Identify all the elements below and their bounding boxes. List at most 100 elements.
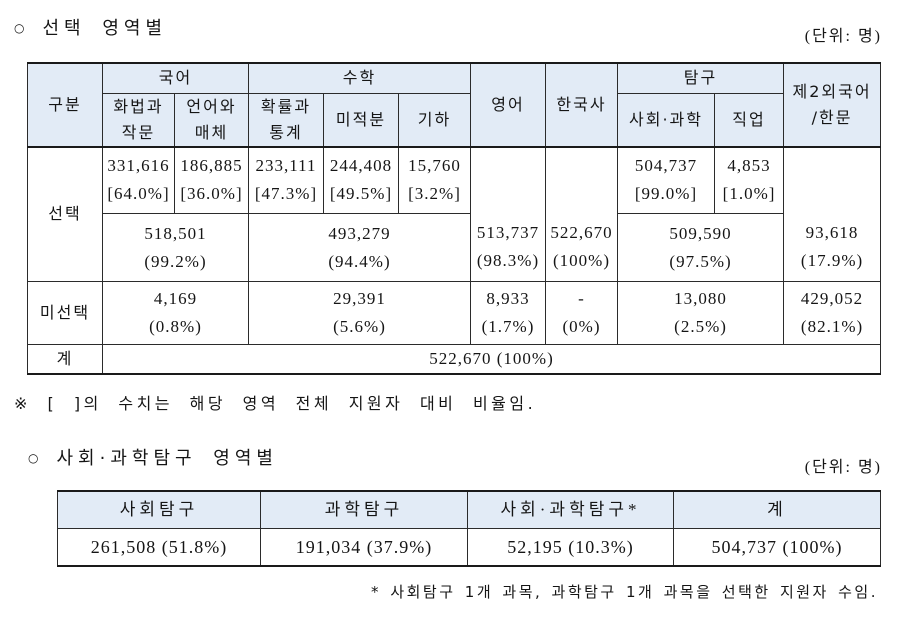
header-speech-and-writing: 화법과 작문	[102, 92, 175, 147]
section-2-heading: ○ 사회·과학탐구 영역별	[28, 446, 278, 471]
selected-second-foreign-language-ratio: (17.9%)	[800, 251, 864, 270]
header-probability-and-statistics: 확률과 통계	[248, 92, 325, 147]
not-selected-english-cell: 8,933 (1.7%)	[470, 281, 547, 345]
not-selected-korean-cell: 4,169 (0.8%)	[101, 281, 250, 345]
selected-korean-ratio: (99.2%)	[144, 251, 207, 271]
not-selected-inquiry-ratio: (2.5%)	[674, 317, 727, 336]
selected-english-ratio: (98.3%)	[476, 251, 540, 270]
row-label-selected: 선택	[27, 145, 103, 282]
selected-speech-and-writing-cell: 331,616 [64.0%]	[102, 145, 175, 214]
selected-math-ratio: (94.4%)	[328, 251, 391, 271]
header-korean: 국어	[101, 62, 250, 94]
not-selected-math-cell: 29,391 (5.6%)	[248, 281, 472, 345]
header-social-inquiry: 사회탐구	[57, 490, 261, 529]
not-selected-second-foreign-language-count: 429,052	[800, 289, 864, 308]
header-probability-and-statistics-line-2: 통계	[269, 122, 303, 142]
section-1-bullet: ○	[14, 21, 25, 35]
selected-second-foreign-language-cell: 93,618 (17.9%)	[783, 145, 882, 282]
section-1-footnote: ※ [ ]의 수치는 해당 영역 전체 지원자 대비 비율임.	[14, 394, 537, 413]
selected-geometry-cell: 15,760 [3.2%]	[398, 145, 472, 214]
inquiry-value-row: 261,508 (51.8%) 191,034 (37.9%) 52,195 (…	[57, 527, 881, 567]
selected-vocational-cell: 4,853 [1.0%]	[714, 145, 785, 214]
selected-vocational-ratio: [1.0%]	[722, 184, 776, 204]
header-second-foreign-language: 제2외국어 /한문	[783, 62, 882, 147]
selected-vocational-count: 4,853	[727, 156, 771, 176]
section-1-unit-label: (단위: 명)	[804, 28, 882, 45]
header-second-foreign-language-line-2: /한문	[811, 107, 853, 127]
not-selected-korean-history-ratio: (0%)	[562, 317, 601, 336]
selected-inquiry-cell: 509,590 (97.5%)	[617, 213, 785, 282]
row-label-not-selected: 미선택	[27, 281, 103, 345]
section-2-bullet: ○	[28, 451, 39, 465]
selected-math-count: 493,279	[328, 223, 391, 243]
header-english: 영어	[470, 62, 547, 147]
selected-second-foreign-language-count: 93,618	[805, 223, 859, 242]
selected-geometry-count: 15,760	[408, 156, 461, 176]
not-selected-math-ratio: (5.6%)	[333, 317, 386, 336]
selected-social-science-ratio: [99.0%]	[634, 184, 698, 204]
header-speech-and-writing-line-1: 화법과	[113, 96, 164, 116]
header-row-2: 화법과 작문 언어와 매체 확률과 통계 미적분 기하 사회·과학 직업	[28, 92, 881, 147]
section-1-heading: ○ 선택 영역별	[14, 16, 167, 41]
selected-speech-and-writing-ratio: [64.0%]	[107, 184, 170, 204]
header-language-and-media-line-2: 매체	[194, 122, 229, 142]
header-geometry: 기하	[398, 92, 472, 147]
not-selected-inquiry-cell: 13,080 (2.5%)	[617, 281, 785, 345]
selected-calculus-ratio: [49.5%]	[329, 184, 393, 204]
not-selected-inquiry-count: 13,080	[674, 289, 727, 308]
header-row-1: 구분 국어 수학 영어 한국사 탐구 제2외국어 /한문	[27, 62, 882, 147]
social-and-science-inquiry-value: 52,195 (10.3%)	[467, 527, 674, 567]
selected-korean-history-cell: 522,670 (100%)	[545, 145, 619, 282]
not-selected-english-ratio: (1.7%)	[481, 317, 535, 336]
header-math: 수학	[248, 62, 472, 94]
selected-subject-row: 선택 331,616 [64.0%] 186,885 [36.0%] 233,1…	[27, 145, 882, 282]
selection-by-area-table: 구분 국어 수학 영어 한국사 탐구 제2외국어 /한문 화법과 작문 언어와 …	[27, 62, 882, 375]
selected-calculus-count: 244,408	[329, 156, 393, 176]
selected-korean-count: 518,501	[144, 223, 207, 243]
selected-calculus-cell: 244,408 [49.5%]	[323, 145, 400, 214]
selected-language-and-media-count: 186,885	[180, 156, 243, 176]
inquiry-total-value: 504,737 (100%)	[673, 527, 881, 567]
selected-language-and-media-ratio: [36.0%]	[180, 184, 243, 204]
section-1-title: 선택 영역별	[42, 18, 168, 39]
selected-geometry-ratio: [3.2%]	[408, 184, 461, 204]
selected-korean-history-ratio: (100%)	[553, 251, 610, 270]
row-label-total: 계	[27, 344, 103, 375]
header-second-foreign-language-line-1: 제2외국어	[792, 81, 872, 101]
not-selected-korean-history-cell: - (0%)	[545, 281, 619, 345]
not-selected-korean-history-count: -	[578, 289, 585, 308]
header-language-and-media: 언어와 매체	[173, 92, 250, 147]
header-speech-and-writing-line-2: 작문	[121, 122, 156, 142]
selected-probability-and-statistics-ratio: [47.3%]	[254, 184, 318, 204]
header-science-inquiry: 과학탐구	[260, 490, 468, 529]
selected-social-science-count: 504,737	[634, 156, 698, 176]
not-selected-second-foreign-language-cell: 429,052 (82.1%)	[783, 281, 882, 345]
selected-probability-and-statistics-cell: 233,111 [47.3%]	[248, 145, 325, 214]
section-2-unit-label: (단위: 명)	[804, 459, 882, 476]
section-2-footnote: * 사회탐구 1개 과목, 과학탐구 1개 과목을 선택한 지원자 수임.	[371, 583, 878, 601]
selected-korean-cell: 518,501 (99.2%)	[101, 213, 250, 282]
header-social-science: 사회·과학	[617, 92, 716, 147]
header-inquiry: 탐구	[617, 62, 785, 94]
selected-probability-and-statistics-count: 233,111	[255, 156, 317, 176]
header-category: 구분	[27, 62, 103, 147]
selected-inquiry-ratio: (97.5%)	[669, 251, 732, 271]
selected-english-count: 513,737	[476, 223, 540, 242]
selected-social-science-cell: 504,737 [99.0%]	[617, 145, 716, 214]
selected-speech-and-writing-count: 331,616	[107, 156, 170, 176]
selected-math-cell: 493,279 (94.4%)	[248, 213, 472, 282]
social-science-inquiry-table: 사회탐구 과학탐구 사회·과학탐구* 계 261,508 (51.8%) 191…	[57, 490, 881, 567]
header-language-and-media-line-1: 언어와	[186, 96, 237, 116]
not-selected-math-count: 29,391	[333, 289, 386, 308]
selected-language-and-media-cell: 186,885 [36.0%]	[173, 145, 250, 214]
header-inquiry-total: 계	[673, 490, 881, 529]
total-applicants-value: 522,670 (100%)	[101, 344, 882, 375]
header-social-and-science-inquiry: 사회·과학탐구*	[467, 490, 674, 529]
header-korean-history: 한국사	[545, 62, 619, 147]
not-selected-korean-ratio: (0.8%)	[149, 317, 202, 336]
selected-english-cell: 513,737 (98.3%)	[470, 145, 547, 282]
selected-inquiry-count: 509,590	[669, 223, 732, 243]
section-2-title: 사회·과학탐구 영역별	[56, 448, 278, 469]
selected-area-total-row: 518,501 (99.2%) 493,279 (94.4%) 509,590 …	[28, 213, 881, 282]
header-probability-and-statistics-line-1: 확률과	[260, 96, 312, 116]
